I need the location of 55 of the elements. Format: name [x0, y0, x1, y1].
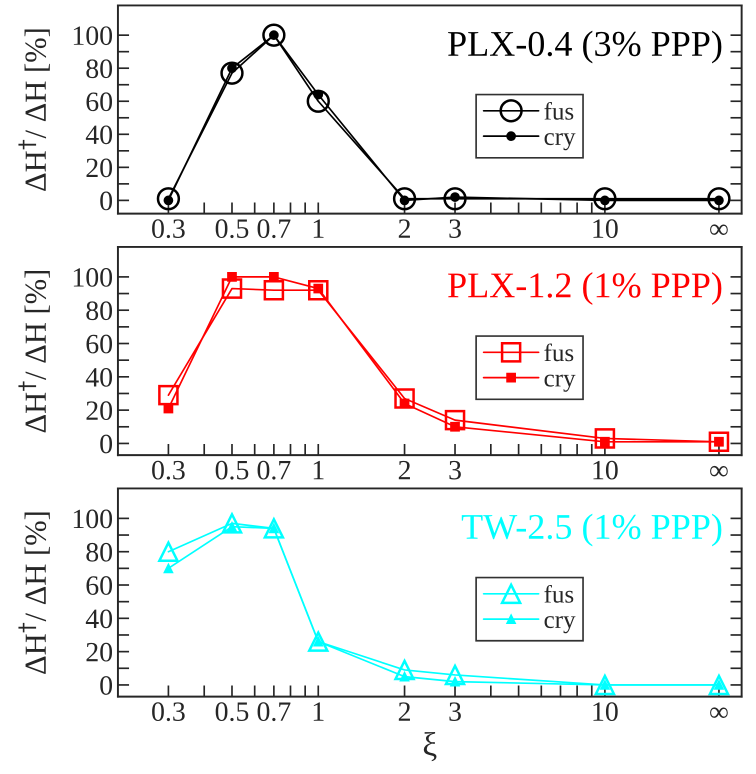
x-tick-label: ∞: [710, 466, 728, 476]
y-tick-label: 40: [86, 368, 112, 387]
legend-label: fus: [544, 102, 574, 120]
x-tick-label: 0.7: [258, 219, 290, 238]
x-tick-label: 1: [314, 702, 324, 721]
x-tick-label: 0.5: [216, 702, 248, 722]
y-tick-label: 20: [86, 642, 112, 662]
legend-label: cry: [544, 133, 576, 150]
x-tick-label: 0.5: [216, 460, 248, 480]
y-tick-label: 60: [86, 576, 112, 595]
x-tick-label: 0.7: [258, 702, 290, 722]
y-tick-label: 100: [74, 26, 112, 46]
legend-label: cry: [544, 374, 576, 392]
x-tick-label: 3: [449, 460, 461, 480]
x-tick-label: 2: [398, 219, 410, 238]
x-tick-label: 1: [314, 460, 324, 480]
legend-label: fus: [544, 584, 574, 603]
x-tick-label: 10: [593, 702, 618, 722]
annotation: PLX-0.4 (3% PPP): [448, 30, 722, 64]
x-tick-label: 3: [449, 219, 461, 238]
y-tick-label: 80: [86, 542, 112, 562]
x-tick-label: 10: [593, 460, 618, 480]
y-tick-label: 20: [86, 401, 112, 420]
annotation: PLX-1.2 (1% PPP): [448, 272, 722, 305]
x-tick-label: 0.3: [152, 219, 185, 238]
x-tick-label: ∞: [710, 707, 728, 718]
x-tick-label: 0.7: [258, 460, 290, 480]
legend-label: fus: [544, 343, 574, 362]
y-tick-label: 80: [86, 301, 112, 320]
y-axis-title: ΔH$^{†}$/ ΔH [%]: [18, 29, 50, 191]
y-tick-label: 20: [86, 158, 112, 178]
x-tick-label: 10: [593, 219, 618, 238]
x-tick-label: 0.5: [216, 219, 248, 238]
x-tick-label: 0.3: [152, 702, 185, 722]
x-tick-label: 2: [398, 460, 410, 480]
y-tick-label: 60: [86, 334, 112, 354]
y-tick-label: 60: [86, 92, 112, 112]
y-tick-label: 0: [100, 434, 112, 454]
x-tick-label: 1: [314, 219, 324, 238]
y-tick-label: 100: [74, 268, 112, 287]
y-axis-title: ΔH$^{†}$/ ΔH [%]: [18, 512, 50, 674]
legend-label: cry: [544, 616, 576, 634]
y-tick-label: 0: [100, 192, 112, 210]
x-tick-label: 3: [449, 702, 461, 722]
annotation: TW-2.5 (1% PPP): [462, 514, 722, 546]
y-tick-label: 100: [74, 510, 112, 528]
y-tick-label: 40: [86, 609, 112, 628]
x-axis-title: ξ: [424, 732, 436, 762]
y-tick-label: 0: [100, 676, 112, 695]
y-axis-title: ΔH$^{†}$/ ΔH [%]: [18, 270, 50, 432]
x-tick-label: 2: [398, 702, 410, 721]
x-tick-label: 0.3: [152, 460, 185, 480]
y-tick-label: 80: [86, 59, 112, 78]
y-tick-label: 40: [86, 125, 112, 144]
x-tick-label: ∞: [710, 224, 728, 235]
